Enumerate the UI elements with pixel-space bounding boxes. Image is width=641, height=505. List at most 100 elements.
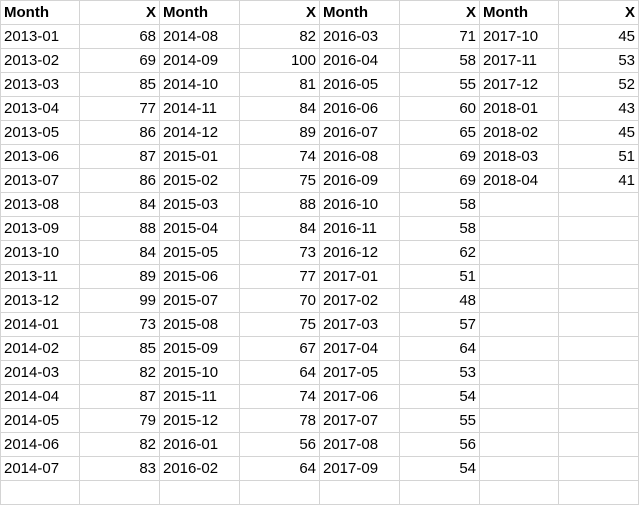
month-cell[interactable]: 2014-07	[1, 457, 80, 481]
month-cell[interactable]: 2016-07	[320, 121, 400, 145]
x-value-cell[interactable]: 53	[400, 361, 480, 385]
month-cell[interactable]	[480, 313, 559, 337]
header-x[interactable]: X	[559, 1, 639, 25]
month-cell[interactable]: 2016-05	[320, 73, 400, 97]
month-cell[interactable]: 2015-05	[160, 241, 240, 265]
x-value-cell[interactable]: 67	[240, 337, 320, 361]
empty-cell[interactable]	[80, 481, 160, 505]
month-cell[interactable]: 2016-11	[320, 217, 400, 241]
x-value-cell[interactable]: 64	[240, 361, 320, 385]
month-cell[interactable]: 2014-10	[160, 73, 240, 97]
x-value-cell[interactable]: 53	[559, 49, 639, 73]
month-cell[interactable]: 2014-04	[1, 385, 80, 409]
month-cell[interactable]: 2016-08	[320, 145, 400, 169]
month-cell[interactable]: 2015-01	[160, 145, 240, 169]
month-cell[interactable]: 2017-11	[480, 49, 559, 73]
x-value-cell[interactable]: 88	[240, 193, 320, 217]
x-value-cell[interactable]: 84	[80, 241, 160, 265]
x-value-cell[interactable]	[559, 433, 639, 457]
month-cell[interactable]: 2016-10	[320, 193, 400, 217]
x-value-cell[interactable]: 56	[400, 433, 480, 457]
x-value-cell[interactable]: 54	[400, 457, 480, 481]
month-cell[interactable]: 2014-06	[1, 433, 80, 457]
month-cell[interactable]: 2013-10	[1, 241, 80, 265]
x-value-cell[interactable]: 64	[400, 337, 480, 361]
x-value-cell[interactable]	[559, 313, 639, 337]
x-value-cell[interactable]: 56	[240, 433, 320, 457]
header-month[interactable]: Month	[1, 1, 80, 25]
x-value-cell[interactable]: 57	[400, 313, 480, 337]
month-cell[interactable]: 2018-01	[480, 97, 559, 121]
month-cell[interactable]	[480, 217, 559, 241]
x-value-cell[interactable]: 51	[400, 265, 480, 289]
month-cell[interactable]: 2013-02	[1, 49, 80, 73]
month-cell[interactable]: 2017-02	[320, 289, 400, 313]
month-cell[interactable]: 2014-08	[160, 25, 240, 49]
month-cell[interactable]: 2014-01	[1, 313, 80, 337]
header-month[interactable]: Month	[320, 1, 400, 25]
x-value-cell[interactable]: 45	[559, 25, 639, 49]
x-value-cell[interactable]: 74	[240, 385, 320, 409]
month-cell[interactable]: 2017-08	[320, 433, 400, 457]
month-cell[interactable]	[480, 337, 559, 361]
empty-cell[interactable]	[400, 481, 480, 505]
header-month[interactable]: Month	[160, 1, 240, 25]
x-value-cell[interactable]	[559, 457, 639, 481]
x-value-cell[interactable]: 86	[80, 121, 160, 145]
month-cell[interactable]: 2017-06	[320, 385, 400, 409]
x-value-cell[interactable]: 55	[400, 73, 480, 97]
month-cell[interactable]: 2018-02	[480, 121, 559, 145]
month-cell[interactable]: 2013-04	[1, 97, 80, 121]
x-value-cell[interactable]: 84	[80, 193, 160, 217]
x-value-cell[interactable]: 77	[240, 265, 320, 289]
month-cell[interactable]: 2017-03	[320, 313, 400, 337]
x-value-cell[interactable]: 55	[400, 409, 480, 433]
x-value-cell[interactable]: 69	[400, 169, 480, 193]
month-cell[interactable]: 2013-06	[1, 145, 80, 169]
month-cell[interactable]	[480, 457, 559, 481]
month-cell[interactable]: 2017-01	[320, 265, 400, 289]
x-value-cell[interactable]: 69	[80, 49, 160, 73]
month-cell[interactable]	[480, 193, 559, 217]
x-value-cell[interactable]: 74	[240, 145, 320, 169]
x-value-cell[interactable]	[559, 361, 639, 385]
month-cell[interactable]	[480, 409, 559, 433]
header-month[interactable]: Month	[480, 1, 559, 25]
month-cell[interactable]: 2015-12	[160, 409, 240, 433]
month-cell[interactable]: 2016-01	[160, 433, 240, 457]
header-x[interactable]: X	[240, 1, 320, 25]
month-cell[interactable]: 2015-10	[160, 361, 240, 385]
month-cell[interactable]: 2016-03	[320, 25, 400, 49]
x-value-cell[interactable]: 70	[240, 289, 320, 313]
x-value-cell[interactable]: 82	[80, 433, 160, 457]
x-value-cell[interactable]: 84	[240, 217, 320, 241]
month-cell[interactable]: 2013-09	[1, 217, 80, 241]
x-value-cell[interactable]: 82	[80, 361, 160, 385]
x-value-cell[interactable]: 75	[240, 169, 320, 193]
x-value-cell[interactable]: 65	[400, 121, 480, 145]
month-cell[interactable]: 2018-04	[480, 169, 559, 193]
month-cell[interactable]: 2015-03	[160, 193, 240, 217]
month-cell[interactable]: 2017-05	[320, 361, 400, 385]
x-value-cell[interactable]: 85	[80, 73, 160, 97]
x-value-cell[interactable]: 64	[240, 457, 320, 481]
month-cell[interactable]: 2015-09	[160, 337, 240, 361]
month-cell[interactable]: 2015-07	[160, 289, 240, 313]
x-value-cell[interactable]: 77	[80, 97, 160, 121]
month-cell[interactable]: 2013-07	[1, 169, 80, 193]
x-value-cell[interactable]: 52	[559, 73, 639, 97]
x-value-cell[interactable]: 69	[400, 145, 480, 169]
month-cell[interactable]: 2017-07	[320, 409, 400, 433]
month-cell[interactable]: 2014-11	[160, 97, 240, 121]
x-value-cell[interactable]	[559, 241, 639, 265]
x-value-cell[interactable]	[559, 265, 639, 289]
x-value-cell[interactable]: 54	[400, 385, 480, 409]
x-value-cell[interactable]: 89	[240, 121, 320, 145]
x-value-cell[interactable]: 81	[240, 73, 320, 97]
x-value-cell[interactable]: 48	[400, 289, 480, 313]
month-cell[interactable]: 2015-11	[160, 385, 240, 409]
x-value-cell[interactable]: 73	[80, 313, 160, 337]
x-value-cell[interactable]: 75	[240, 313, 320, 337]
month-cell[interactable]: 2014-03	[1, 361, 80, 385]
x-value-cell[interactable]: 41	[559, 169, 639, 193]
